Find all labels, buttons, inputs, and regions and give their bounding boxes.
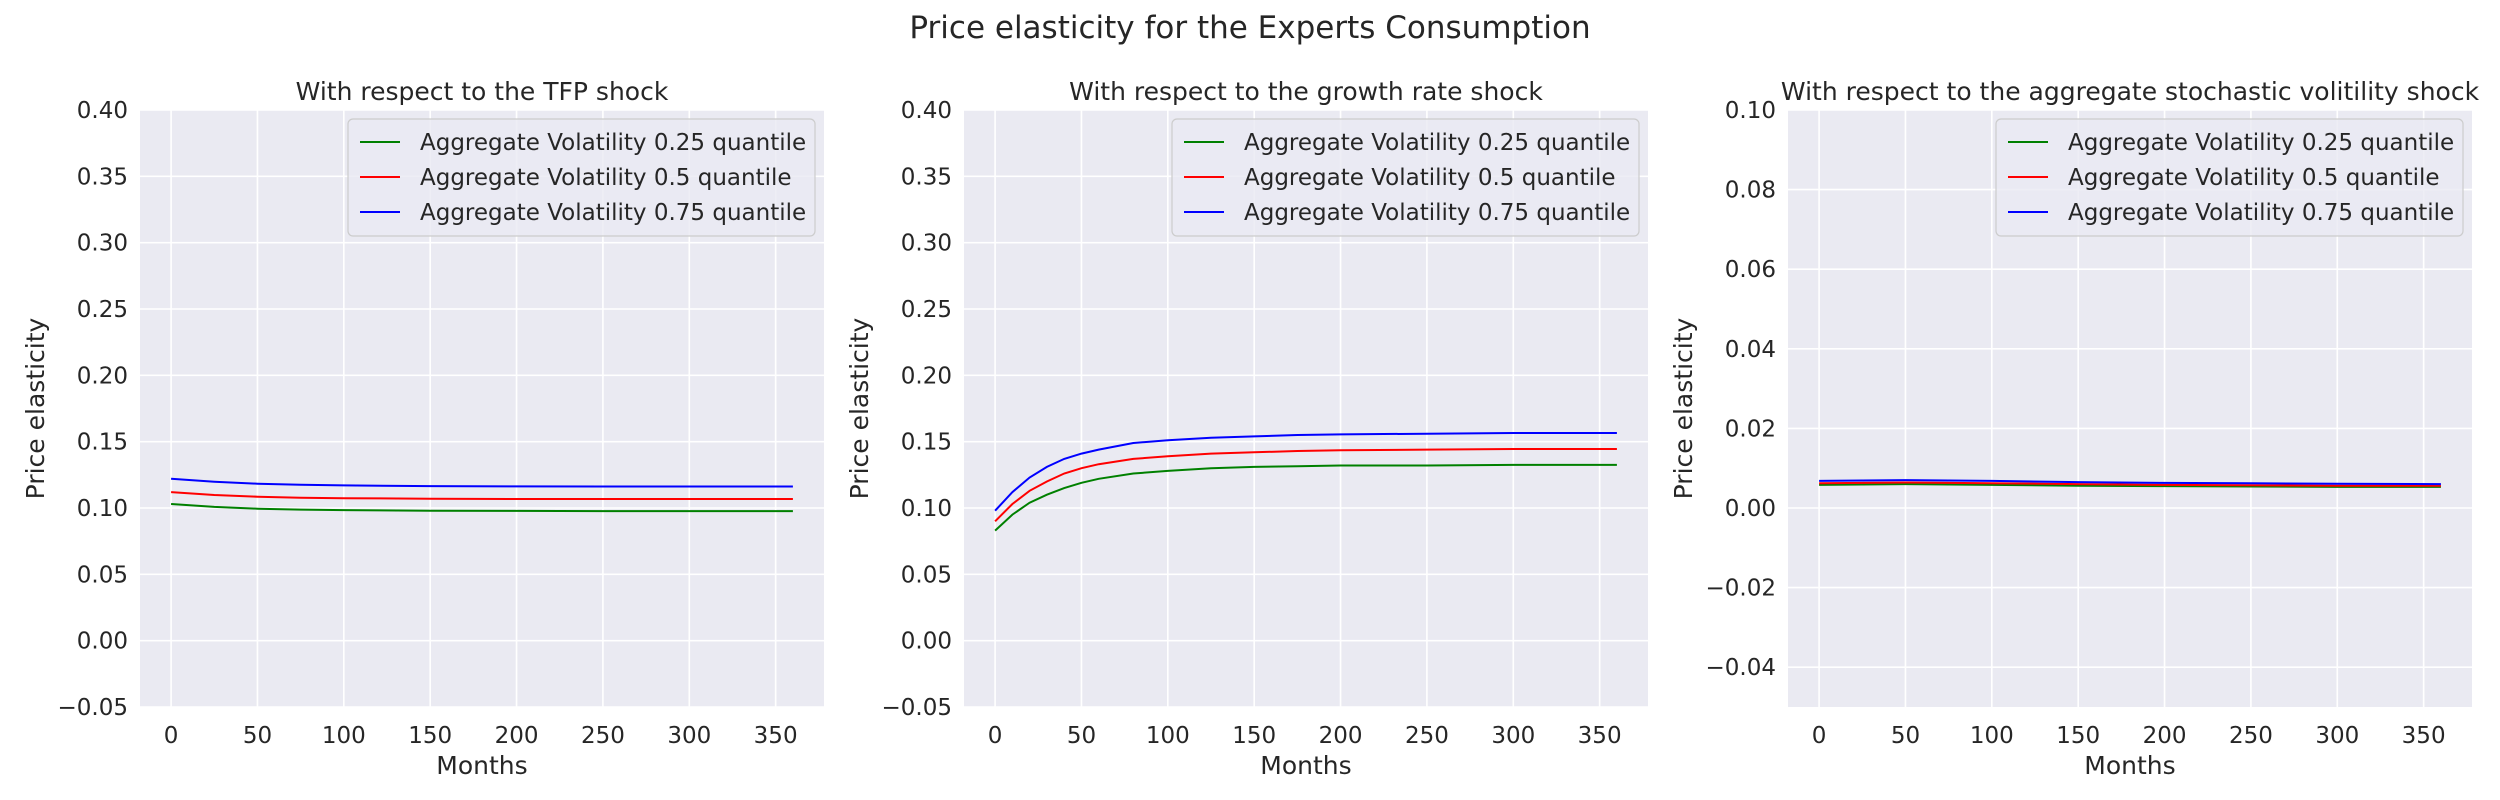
x-tick-label: 0 [164,723,179,749]
legend-label: Aggregate Volatility 0.25 quantile [420,130,806,156]
x-tick-label: 300 [667,723,711,749]
x-tick-label: 150 [2056,723,2100,749]
y-tick-label: 0.08 [1725,178,1776,204]
y-tick-label: −0.02 [1706,576,1776,602]
y-tick-label: −0.05 [58,695,128,721]
legend-label: Aggregate Volatility 0.5 quantile [2068,165,2440,191]
x-tick-label: 100 [322,723,366,749]
y-tick-label: −0.05 [882,695,952,721]
y-tick-label: 0.30 [901,231,952,257]
subplot-title: With respect to the growth rate shock [1069,77,1543,106]
x-tick-label: 200 [495,723,539,749]
series-line-1 [1819,483,2441,488]
y-tick-label: 0.00 [901,629,952,655]
series-line-2 [1819,481,2441,487]
x-axis-label: Months [1260,751,1351,780]
subplot-3: −0.04 −0.02 0.00 0.02 0.04 0.06 0.08 0.10 0 50 100… [1669,77,2480,780]
subplot-title: With respect to the TFP shock [296,77,669,106]
legend-label: Aggregate Volatility 0.75 quantile [420,200,806,226]
legend: Aggregate Volatility 0.25 quantile Aggreg… [347,118,816,237]
y-tick-label: 0.20 [77,363,128,389]
x-tick-label: 0 [1812,723,1827,749]
series-line-1 [171,503,793,513]
x-tick-label: 50 [243,723,272,749]
x-tick-label: 100 [1146,723,1190,749]
x-tick-label: 350 [2402,723,2446,749]
x-tick-label: 100 [1970,723,2014,749]
y-tick-label: 0.40 [901,98,952,124]
y-tick-label: 0.02 [1725,416,1776,442]
subplot-title: With respect to the aggregate stochastic… [1781,77,2480,106]
x-tick-label: 250 [581,723,625,749]
y-tick-label: 0.06 [1725,257,1776,283]
x-tick-label: 200 [1319,723,1363,749]
x-tick-label: 300 [1491,723,1535,749]
legend-label: Aggregate Volatility 0.75 quantile [1244,200,1630,226]
x-axis-label: Months [436,751,527,780]
legend: Aggregate Volatility 0.25 quantile Aggreg… [1995,118,2464,237]
x-axis-label: Months [2084,751,2175,780]
y-tick-label: 0.35 [901,164,952,190]
y-tick-label: 0.00 [1725,496,1776,522]
x-tick-label: 50 [1067,723,1096,749]
y-tick-label: 0.04 [1725,337,1776,363]
series-line-3 [1819,479,2441,486]
y-tick-label: −0.04 [1706,655,1776,681]
legend: Aggregate Volatility 0.25 quantile Aggreg… [1171,118,1640,237]
legend-frame [1995,118,2464,237]
series-line-2 [994,448,1617,523]
x-tick-label: 50 [1891,723,1920,749]
legend-frame [347,118,816,237]
x-tick-label: 250 [1405,723,1449,749]
y-tick-label: 0.05 [901,562,952,588]
x-tick-label: 300 [2315,723,2359,749]
x-tick-label: 200 [2143,723,2187,749]
subplot-2: −0.05 0.00 0.05 0.10 0.15 0.20 0.25 0.30 0.35 0.4… [845,77,1648,780]
y-tick-label: 0.30 [77,231,128,257]
series-line-3 [994,432,1617,512]
legend-label: Aggregate Volatility 0.5 quantile [420,165,792,191]
y-axis-label: Price elasticity [21,317,50,499]
legend-frame [1171,118,1640,237]
legend-label: Aggregate Volatility 0.75 quantile [2068,200,2454,226]
x-tick-label: 350 [754,723,798,749]
y-tick-label: 0.05 [77,562,128,588]
series-line-2 [171,491,793,500]
y-tick-label: 0.25 [77,297,128,323]
x-tick-label: 350 [1578,723,1622,749]
legend-label: Aggregate Volatility 0.5 quantile [1244,165,1616,191]
x-tick-label: 150 [1232,723,1276,749]
y-tick-label: 0.20 [901,363,952,389]
y-tick-label: 0.10 [1725,98,1776,124]
x-tick-label: 0 [988,723,1003,749]
y-tick-label: 0.25 [901,297,952,323]
x-tick-label: 250 [2229,723,2273,749]
y-tick-label: 0.10 [77,496,128,522]
y-tick-label: 0.15 [901,430,952,456]
subplot-1: −0.05 0.00 0.05 0.10 0.15 0.20 0.25 0.30 0.35 0.4… [21,77,824,780]
y-tick-label: 0.15 [77,430,128,456]
y-tick-label: 0.10 [901,496,952,522]
series-line-1 [994,463,1617,532]
y-axis-label: Price elasticity [845,317,874,499]
y-tick-label: 0.00 [77,629,128,655]
series-line-3 [171,477,793,488]
legend-label: Aggregate Volatility 0.25 quantile [1244,130,1630,156]
y-tick-label: 0.40 [77,98,128,124]
figure-title: Price elasticity for the Experts Consump… [909,10,1591,46]
y-axis-label: Price elasticity [1669,317,1698,499]
legend-label: Aggregate Volatility 0.25 quantile [2068,130,2454,156]
x-tick-label: 150 [408,723,452,749]
y-tick-label: 0.35 [77,164,128,190]
